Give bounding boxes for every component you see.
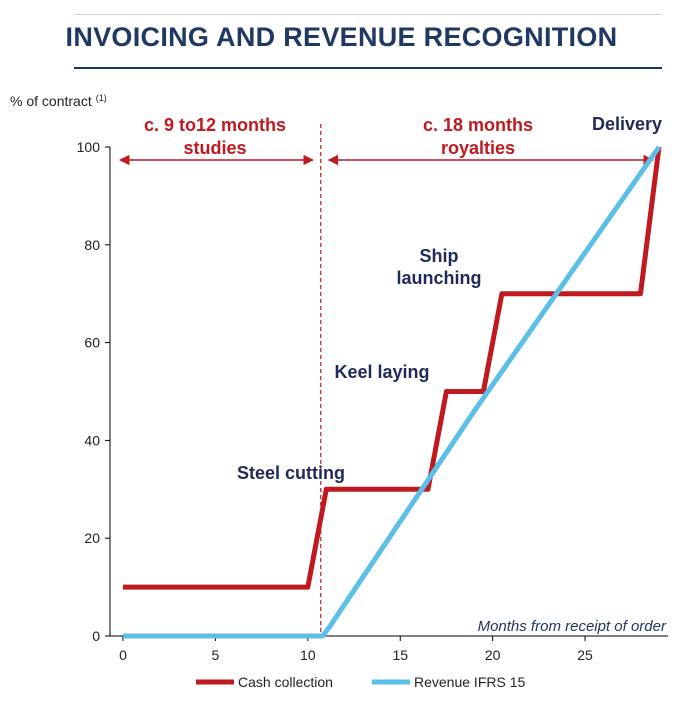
y-tick-label: 80 [84,237,100,253]
phase-label-line2: royalties [441,138,515,158]
milestone-label-steel-cutting: Steel cutting [237,463,345,483]
x-axis-note: Months from receipt of order [478,618,667,635]
phase-label-line1: c. 18 months [423,115,533,135]
y-tick-label: 60 [84,335,100,351]
legend-label-revenue-ifrs15: Revenue IFRS 15 [414,674,525,690]
title-underline [74,67,662,69]
x-tick-label: 5 [212,647,220,663]
y-tick-label: 0 [92,628,100,644]
series-line-revenue-ifrs15 [123,145,662,639]
x-tick-label: 10 [300,647,316,663]
x-tick-label: 25 [577,647,593,663]
y-tick-label: 40 [84,432,100,448]
milestone-label-keel-laying: Keel laying [334,362,429,382]
milestone-label-ship-launching: launching [397,268,482,288]
y-tick-labels: 0 20 40 60 80 100 [77,139,101,644]
x-tick-label: 20 [485,647,501,663]
milestone-label-delivery: Delivery [592,114,662,134]
legend-label-cash-collection: Cash collection [238,674,333,690]
x-tick-label: 0 [119,647,127,663]
milestone-label-ship-launching: Ship [420,246,459,266]
y-tick-label: 100 [77,139,101,155]
phase-label-line1: c. 9 to12 months [144,115,286,135]
phase-label-line2: studies [183,138,246,158]
x-tick-labels: 0 5 10 15 20 25 [119,647,593,663]
y-tick-label: 20 [84,530,100,546]
series-line-cash-collection [123,146,662,590]
page-title: INVOICING AND REVENUE RECOGNITION [65,22,618,52]
axes [105,146,668,641]
legend: Cash collection Revenue IFRS 15 [196,674,525,690]
y-axis-label: % of contract (1) [10,93,107,109]
x-tick-label: 15 [392,647,408,663]
title-top-rule [74,14,662,15]
